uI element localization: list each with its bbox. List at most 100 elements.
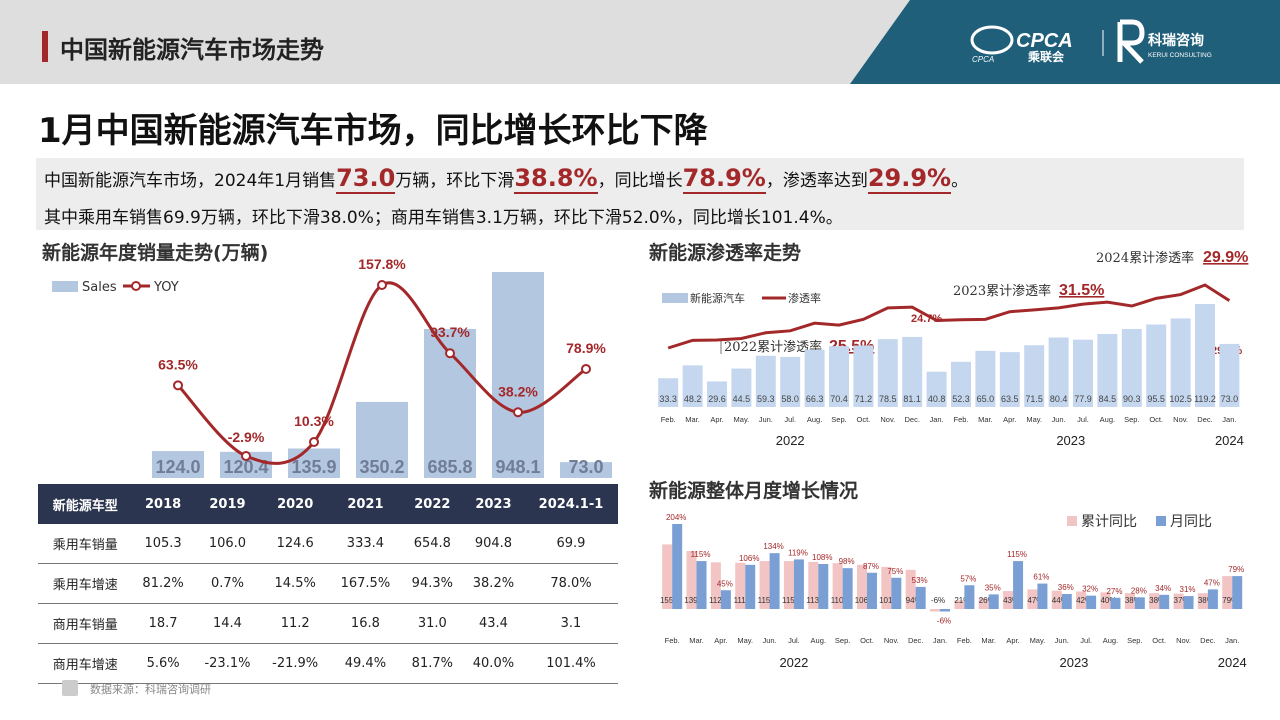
cum-bar-label: 115% [758, 596, 778, 605]
nev-bar [1024, 345, 1045, 407]
cum-bar-label: 101% [879, 596, 899, 605]
yoy-point [241, 451, 251, 461]
point-label-dec: 24.7% [911, 313, 942, 325]
table-cell: 40.0% [462, 643, 524, 684]
year-label: 2024 [1215, 433, 1244, 448]
cum-bar [1222, 576, 1233, 609]
mon-bar-label: 106% [739, 554, 759, 563]
section-title: 中国新能源汽车市场走势 [60, 36, 324, 64]
cum-bar-label: 139% [684, 596, 704, 605]
nev-bar [780, 356, 801, 407]
mon-bar [964, 585, 975, 609]
table-header-row: 新能源车型 2018 2019 2020 2021 2022 2023 2024… [38, 484, 618, 524]
month-tick-label: Jan. [1222, 415, 1236, 424]
cum-bar [1076, 591, 1087, 609]
cum-bar [1003, 591, 1014, 609]
summary-yoy-value: 78.9% [682, 164, 766, 194]
mon-bar [1159, 594, 1170, 609]
nev-bar-label: 65.0 [977, 394, 995, 404]
cum-bar [856, 564, 867, 609]
sales-bar [560, 462, 612, 478]
cum-bar [1100, 592, 1111, 609]
summary-sales-value: 73.0 [336, 164, 396, 194]
legend-mon-label: 月同比 [1170, 514, 1212, 530]
table-cell: 43.4 [462, 603, 524, 644]
cpca-logo: CPCA 乘联会 CPCA [970, 25, 1073, 64]
month-tick-label: May. [1030, 636, 1046, 645]
month-tick-label: Nov. [1173, 415, 1188, 424]
nev-bar [1219, 343, 1240, 407]
table-cell: 49.4% [329, 643, 402, 684]
month-tick-label: Nov. [884, 636, 899, 645]
table-cell: 14.4 [193, 603, 262, 644]
mon-bar [672, 524, 683, 609]
nev-bar [999, 352, 1020, 407]
header-accent [42, 31, 48, 62]
yoy-point [513, 407, 523, 418]
month-tick-label: Oct. [860, 636, 874, 645]
cum-bar-label: -6% [931, 596, 945, 605]
summary-text-c: ，同比增长 [597, 171, 683, 191]
year-label: 2023 [1056, 433, 1085, 448]
cum-bar [735, 562, 746, 609]
mon-bar [1232, 576, 1243, 609]
mon-bar [769, 553, 780, 609]
cum-bar [1197, 593, 1208, 609]
table-header-cell: 2020 [261, 484, 330, 524]
mon-bar-label: 27% [1106, 587, 1122, 596]
sales-bar-label: 124.0 [155, 457, 200, 477]
legend-rate-label: 渗透率 [788, 291, 821, 305]
kerui-logo-en: KERUI CONSULTING [1148, 52, 1212, 59]
annual-sales-chart: Sales YOY 124.0 120.4 135.9 350.2 685.8 948.1… [52, 256, 612, 478]
cum-bar-label: 113% [806, 596, 826, 605]
cum-bar-label: 94% [906, 596, 922, 605]
month-tick-label: Jul. [788, 636, 800, 645]
table-cell: 16.8 [329, 603, 402, 644]
month-tick-label: Feb. [661, 415, 676, 424]
month-tick-label: Jun. [762, 636, 776, 645]
month-tick-label: Dec. [1200, 636, 1215, 645]
mon-bar [1013, 561, 1024, 609]
mon-bar-label: 57% [960, 574, 976, 583]
cum-bar-label: 38% [1125, 596, 1141, 605]
nev-bar-label: 80.4 [1050, 394, 1068, 404]
nev-bar [902, 336, 923, 407]
legend-cum-label: 累计同比 [1081, 514, 1137, 530]
table-cell: 105.3 [132, 524, 194, 564]
month-tick-label: Mar. [978, 415, 993, 424]
sales-data-table: 新能源车型 2018 2019 2020 2021 2022 2023 2024… [38, 484, 618, 684]
nev-bar-label: 29.6 [708, 394, 726, 404]
table-row: 商用车销量 18.7 14.4 11.2 16.8 31.0 43.4 3.1 [38, 603, 618, 644]
nev-bar [877, 339, 898, 407]
mon-bar-label: 79% [1228, 565, 1244, 574]
mon-bar [720, 590, 731, 609]
nev-bar-label: 90.3 [1123, 394, 1141, 404]
cum-bar [783, 561, 794, 609]
month-tick-label: Feb. [953, 415, 968, 424]
nev-bar-label: 63.5 [1001, 394, 1019, 404]
yoy-point [173, 380, 183, 391]
mon-bar [696, 561, 707, 609]
table-cell: -23.1% [193, 643, 262, 684]
table-cell: 69.9 [523, 524, 618, 564]
sales-bar [288, 448, 340, 478]
table-cell: 124.6 [261, 524, 330, 564]
nev-bar [829, 346, 849, 407]
nev-bar [682, 365, 703, 407]
cum-bar-label: 155% [660, 596, 680, 605]
cum-bar-label: 106% [855, 596, 875, 605]
yoy-label: 63.5% [158, 356, 198, 372]
nev-bar [804, 349, 825, 407]
mon-bar-label: 45% [717, 579, 733, 588]
nev-bar-label: 70.4 [830, 394, 848, 404]
table-cell: -21.9% [261, 643, 330, 684]
mon-bar [1086, 595, 1097, 609]
nev-bar-label: 33.3 [659, 394, 677, 404]
mon-bar [915, 586, 926, 609]
year-label: 2023 [1059, 655, 1088, 670]
table-cell: 11.2 [261, 603, 330, 644]
nev-bar-label: 77.9 [1074, 394, 1092, 404]
cum-bar [759, 561, 770, 609]
page-headline: 1月中国新能源汽车市场，同比增长环比下降 [38, 111, 708, 151]
kerui-logo-cn: 科瑞咨询 [1148, 32, 1204, 49]
